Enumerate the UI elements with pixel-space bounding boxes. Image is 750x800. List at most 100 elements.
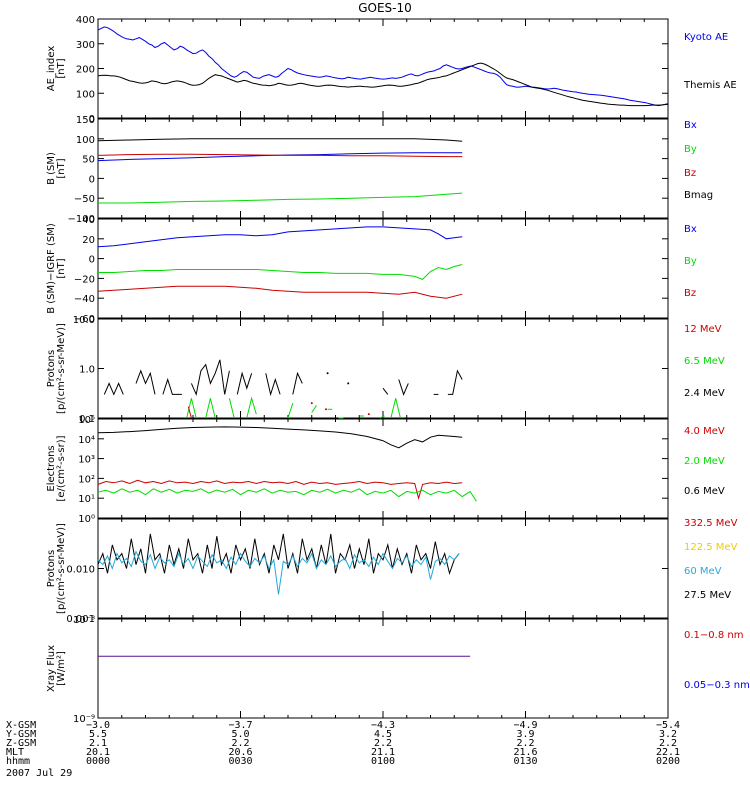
legend-entry: Bz bbox=[684, 288, 696, 299]
ephemeris-value: 2.2 bbox=[659, 738, 677, 749]
series-line-2-4-mev bbox=[162, 377, 182, 395]
series-line-2-4-mev bbox=[265, 373, 281, 397]
ephemeris-value: 5.0 bbox=[231, 729, 249, 740]
panel-bigrf: −60 −40 −20 0 20 40 B (SM)−IGRF (SM) [nT] Bx By Bz bbox=[46, 215, 697, 325]
ephemeris-value: 21.1 bbox=[371, 747, 395, 758]
y-axis-label: [nT] bbox=[56, 158, 67, 178]
ephemeris-value: 2.2 bbox=[516, 738, 534, 749]
panel-xray: 10⁻⁹ 10⁻⁸ Xray Flux [W/m²] 0.1−0.8 nm 0.05−0.… bbox=[46, 615, 750, 725]
series-line-2-4-mev bbox=[398, 379, 409, 396]
panel-frame bbox=[97, 618, 669, 719]
y-axis-label: B (SM)−IGRF (SM) bbox=[46, 223, 57, 314]
y-tick-label: 10¹ bbox=[78, 494, 95, 505]
series-line-2-4-mev bbox=[382, 387, 389, 395]
y-tick-label: 0.001 bbox=[66, 614, 95, 625]
legend-entry: 4.0 MeV bbox=[684, 426, 725, 437]
legend-entry: 0.6 MeV bbox=[684, 486, 725, 497]
ephemeris-value: 0100 bbox=[371, 756, 395, 767]
ephemeris-value: 0130 bbox=[513, 756, 537, 767]
y-axis-label: AE_index bbox=[46, 46, 57, 92]
series-line-6-5-mev bbox=[379, 415, 385, 419]
series-point-2.4-mev bbox=[347, 382, 350, 385]
y-axis-label: Protons bbox=[46, 350, 57, 387]
legend-entry: 332.5 MeV bbox=[684, 518, 738, 529]
y-axis-label: B (SM) bbox=[46, 152, 57, 185]
legend-entry: 60 MeV bbox=[684, 566, 722, 577]
legend-entry: By bbox=[684, 144, 697, 155]
series-line-2-4-mev bbox=[190, 359, 230, 397]
ephemeris-value: −3.7 bbox=[228, 720, 252, 731]
ephemeris-row-label: Z-GSM bbox=[6, 738, 36, 749]
y-tick-label: 10⁻⁸ bbox=[73, 615, 95, 626]
ephemeris-row-label: MLT bbox=[6, 747, 24, 758]
series-line-6-5-mev bbox=[205, 398, 216, 419]
ephemeris-date: 2007 Jul 29 bbox=[6, 768, 72, 779]
legend-entry: By bbox=[684, 256, 697, 267]
ephemeris-value: −4.9 bbox=[513, 720, 537, 731]
series-point-12-mev bbox=[310, 402, 313, 405]
legend-entry: 27.5 MeV bbox=[684, 590, 731, 601]
panel-frame bbox=[97, 218, 669, 319]
panel-frame bbox=[97, 418, 669, 519]
series-line-6-5-mev bbox=[246, 396, 257, 419]
y-tick-label: 10⁵ bbox=[78, 415, 95, 426]
series-line-27-5-mev bbox=[97, 533, 460, 576]
series-line-kyoto-ae bbox=[97, 26, 669, 107]
panel-prot1: 0.1 1.0 10.0 Protons [p/(cm²-s-sr-MeV)] 12 Me… bbox=[46, 315, 725, 425]
y-axis-label: [p/(cm²-s-sr-MeV)] bbox=[56, 523, 67, 614]
y-tick-label: −60 bbox=[74, 314, 95, 325]
y-tick-label: 400 bbox=[76, 15, 95, 26]
series-line-bmag bbox=[97, 138, 463, 142]
series-line-6-5-mev bbox=[186, 398, 197, 419]
panel-elec: 10⁰ 10¹ 10² 10³ 10⁴ 10⁵ Electrons [e/(cm²-s-sr)… bbox=[46, 415, 725, 525]
ephemeris-value: 20.1 bbox=[86, 747, 110, 758]
legend-entry: Bx bbox=[684, 224, 697, 235]
series-line-60-mev bbox=[97, 550, 460, 595]
ephemeris-value: 2.2 bbox=[374, 738, 392, 749]
legend-entry: 2.4 MeV bbox=[684, 388, 725, 399]
panel-prot2: 0.001 0.010 Protons [p/(cm²-s-sr-MeV)] 332.5… bbox=[46, 518, 738, 625]
y-tick-label: −100 bbox=[68, 214, 95, 225]
ephemeris-value: 0000 bbox=[86, 756, 110, 767]
plot-title: GOES-10 bbox=[358, 1, 412, 15]
y-axis-label: [nT] bbox=[56, 258, 67, 278]
legend-entry: Bz bbox=[684, 168, 696, 179]
series-line-2-4-mev bbox=[292, 371, 303, 395]
ephemeris-row-label: Y-GSM bbox=[6, 729, 36, 740]
y-axis-label: Xray Flux bbox=[46, 645, 57, 692]
y-axis-label: [e/(cm²-s-sr)] bbox=[56, 435, 67, 501]
y-tick-label: 10⁰ bbox=[78, 514, 95, 525]
legend-entry: Kyoto AE bbox=[684, 32, 728, 43]
legend-entry: 2.0 MeV bbox=[684, 456, 725, 467]
y-tick-label: −40 bbox=[74, 294, 95, 305]
ephemeris-value: 0200 bbox=[656, 756, 680, 767]
panel-ae: 0 100 200 300 400 AE_index [nT] Kyoto AE Themis … bbox=[46, 15, 737, 125]
y-tick-label: 10⁻⁹ bbox=[73, 714, 95, 725]
y-tick-label: 150 bbox=[76, 115, 95, 126]
y-tick-label: 40 bbox=[82, 215, 95, 226]
panel-frame bbox=[97, 318, 669, 419]
legend-entry: Themis AE bbox=[683, 80, 737, 91]
ephemeris-table: X-GSM −3.0 −3.7 −4.3 −4.9 −5.4 Y-GSM 5.5 5.0 4.5 3… bbox=[6, 720, 680, 779]
ephemeris-row-label: hhmm bbox=[6, 756, 30, 767]
ephemeris-value: 2.1 bbox=[89, 738, 107, 749]
series-line-4-0-mev bbox=[97, 479, 463, 501]
panel-frame bbox=[97, 118, 669, 219]
ephemeris-value: −5.4 bbox=[656, 720, 680, 731]
series-line-6-5-mev bbox=[390, 398, 401, 419]
y-tick-label: 1.0 bbox=[79, 365, 95, 376]
legend-entry: 0.1−0.8 nm bbox=[684, 630, 743, 641]
series-line-6-5-mev bbox=[228, 398, 235, 419]
y-axis-label: Electrons bbox=[46, 445, 57, 491]
panel-frame bbox=[97, 18, 669, 119]
panel-bsm: −100 −50 0 50 100 150 B (SM) [nT] Bx By Bz Bmag bbox=[46, 115, 713, 225]
series-point-12-mev bbox=[367, 413, 370, 416]
legend-entry: 12 MeV bbox=[684, 324, 722, 335]
series-line-by bbox=[98, 264, 463, 280]
series-line-12-mev bbox=[187, 406, 192, 419]
legend-entry: 6.5 MeV bbox=[684, 356, 725, 367]
y-axis-label: [W/m²] bbox=[56, 651, 67, 686]
y-tick-label: 0 bbox=[89, 255, 95, 266]
y-tick-label: −20 bbox=[74, 274, 95, 285]
